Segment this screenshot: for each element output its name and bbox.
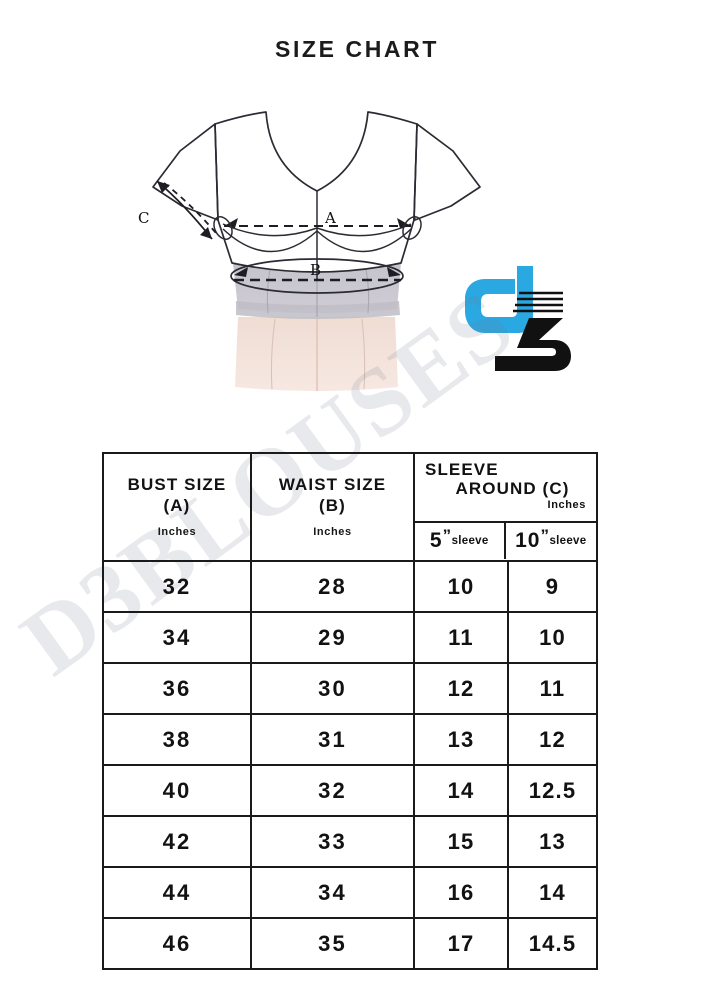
cell-waist: 32	[250, 764, 415, 817]
size-chart-table-body: 32 28 10 9 34 29 11 10 36 30 12 11 38 31…	[102, 560, 598, 970]
cell-bust: 34	[102, 611, 252, 664]
cell-waist: 30	[250, 662, 415, 715]
column-header-sleeve-units: Inches	[547, 499, 586, 512]
table-header-row: BUST SIZE (A) Inches WAIST SIZE (B) Inch…	[102, 452, 598, 562]
column-header-sleeve-title: SLEEVE AROUND (C) Inches	[415, 455, 596, 523]
column-header-bust-label: BUST SIZE	[127, 474, 227, 494]
column-header-bust-sub: (A)	[163, 496, 191, 516]
table-row: 32 28 10 9	[102, 560, 598, 613]
subcolumn-header-sleeve-10: 10” sleeve	[506, 523, 597, 559]
cell-sleeve-5: 16	[413, 866, 509, 919]
cell-waist: 33	[250, 815, 415, 868]
table-row: 38 31 13 12	[102, 713, 598, 766]
cell-sleeve-10: 14	[507, 866, 598, 919]
cell-sleeve-5: 11	[413, 611, 509, 664]
table-row: 34 29 11 10	[102, 611, 598, 664]
cell-sleeve-10: 14.5	[507, 917, 598, 970]
column-header-bust: BUST SIZE (A) Inches	[102, 452, 252, 562]
cell-bust: 44	[102, 866, 252, 919]
subcolumn-sleeve-5-number: 5	[429, 529, 443, 552]
column-header-waist-sub: (B)	[319, 496, 346, 516]
blouse-outline	[152, 111, 481, 273]
label-waist-B: B	[310, 261, 321, 279]
waist-measure-B: B	[230, 258, 404, 294]
cell-sleeve-10: 12	[507, 713, 598, 766]
torso-shape	[233, 263, 401, 319]
cell-sleeve-10: 9	[507, 560, 598, 613]
cell-bust: 38	[102, 713, 252, 766]
subcolumn-sleeve-10-quote: ”	[540, 526, 550, 545]
cell-sleeve-5: 13	[413, 713, 509, 766]
cell-sleeve-10: 13	[507, 815, 598, 868]
column-header-waist-units: Inches	[313, 526, 352, 539]
cell-bust: 40	[102, 764, 252, 817]
cell-sleeve-10: 11	[507, 662, 598, 715]
column-header-sleeve-line1: SLEEVE	[425, 460, 499, 479]
logo-speed-lines	[513, 291, 563, 313]
label-sleeve-C: C	[138, 209, 149, 227]
label-bust-A: A	[324, 209, 336, 227]
subcolumn-header-sleeve-5: 5” sleeve	[415, 523, 506, 559]
logo-black-mark	[495, 318, 571, 371]
cell-sleeve-5: 15	[413, 815, 509, 868]
cell-bust: 42	[102, 815, 252, 868]
cell-sleeve-10: 12.5	[507, 764, 598, 817]
cell-bust: 32	[102, 560, 252, 613]
subcolumn-sleeve-5-word: sleeve	[451, 535, 489, 547]
subcolumn-sleeve-5-quote: ”	[442, 526, 452, 545]
table-row: 46 35 17 14.5	[102, 917, 598, 970]
cell-waist: 29	[250, 611, 415, 664]
logo-blue-mark	[465, 266, 533, 333]
cell-sleeve-5: 10	[413, 560, 509, 613]
size-chart-table-container: BUST SIZE (A) Inches WAIST SIZE (B) Inch…	[102, 452, 598, 970]
cell-bust: 46	[102, 917, 252, 970]
bust-measure-A: A	[213, 209, 422, 240]
cell-sleeve-10: 10	[507, 611, 598, 664]
cell-sleeve-5: 14	[413, 764, 509, 817]
cell-sleeve-5: 17	[413, 917, 509, 970]
column-header-sleeve-line2: AROUND (C)	[455, 479, 570, 499]
sleeve-measure-C: C	[138, 180, 217, 240]
page-title: SIZE CHART	[275, 36, 439, 62]
column-header-waist-label: WAIST SIZE	[278, 474, 387, 494]
cell-bust: 36	[102, 662, 252, 715]
lower-body-shape	[235, 317, 398, 391]
table-row: 36 30 12 11	[102, 662, 598, 715]
d3-blouses-logo	[455, 262, 577, 374]
subcolumn-sleeve-10-word: sleeve	[549, 535, 587, 547]
column-header-bust-units: Inches	[157, 526, 197, 539]
column-header-waist: WAIST SIZE (B) Inches	[250, 452, 415, 562]
table-row: 42 33 15 13	[102, 815, 598, 868]
cell-sleeve-5: 12	[413, 662, 509, 715]
table-row: 40 32 14 12.5	[102, 764, 598, 817]
cell-waist: 28	[250, 560, 415, 613]
cell-waist: 35	[250, 917, 415, 970]
size-chart-table: BUST SIZE (A) Inches WAIST SIZE (B) Inch…	[102, 452, 598, 970]
cell-waist: 34	[250, 866, 415, 919]
cell-waist: 31	[250, 713, 415, 766]
table-row: 44 34 16 14	[102, 866, 598, 919]
blouse-measurement-diagram: A B C	[120, 95, 510, 410]
column-header-sleeve: SLEEVE AROUND (C) Inches 5” sleeve 10” sle…	[413, 452, 598, 562]
subcolumn-sleeve-10-number: 10	[515, 529, 541, 552]
